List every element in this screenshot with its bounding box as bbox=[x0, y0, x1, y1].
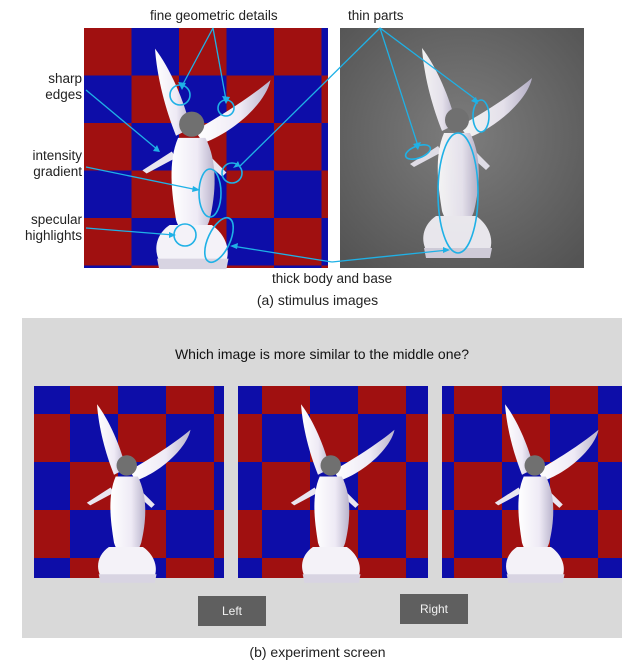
annotation-leader-lines bbox=[85, 27, 479, 263]
label-thin-parts: thin parts bbox=[348, 8, 404, 23]
annotation-markers bbox=[169, 84, 490, 264]
label-sharp-edges: sharp edges bbox=[45, 71, 82, 102]
experiment-images bbox=[34, 386, 622, 583]
label-specular-highlights: specular highlights bbox=[24, 212, 82, 243]
label-fine-geometric-details: fine geometric details bbox=[150, 8, 278, 23]
right-choice-image[interactable] bbox=[442, 386, 622, 583]
label-thick-body-and-base: thick body and base bbox=[272, 271, 393, 286]
left-choice-image[interactable] bbox=[34, 386, 224, 583]
left-button[interactable]: Left bbox=[198, 596, 266, 626]
experiment-question: Which image is more similar to the middl… bbox=[174, 346, 470, 362]
stimulus-figure bbox=[84, 27, 584, 270]
caption-experiment-screen: (b) experiment screen bbox=[249, 644, 386, 660]
middle-reference-image bbox=[238, 386, 428, 583]
experiment-screen: Which image is more similar to the middl… bbox=[22, 318, 622, 638]
label-intensity-gradient: intensity gradient bbox=[32, 148, 82, 179]
caption-stimulus-images: (a) stimulus images bbox=[256, 292, 379, 308]
right-button[interactable]: Right bbox=[400, 594, 468, 624]
annotation-arrowheads bbox=[153, 82, 478, 253]
